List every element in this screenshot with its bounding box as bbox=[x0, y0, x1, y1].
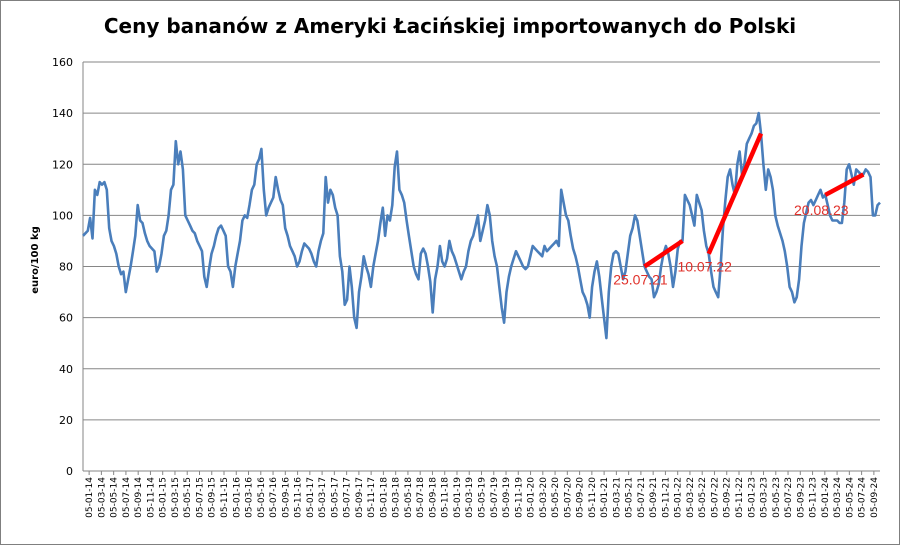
x-tick-label: 05-05-17 bbox=[330, 477, 340, 518]
x-tick-label: 05-05-14 bbox=[110, 477, 120, 518]
annotation-label: 20.08.23 bbox=[794, 202, 849, 218]
x-tick-label: 05-01-17 bbox=[306, 477, 316, 518]
annotation-label: 10.07.22 bbox=[677, 259, 732, 275]
x-tick-label: 05-03-18 bbox=[392, 477, 402, 518]
x-tick-label: 05-05-24 bbox=[845, 477, 855, 518]
x-tick-label: 05-03-14 bbox=[97, 477, 107, 518]
x-tick-label: 05-07-22 bbox=[710, 477, 720, 518]
x-tick-label: 05-07-24 bbox=[858, 477, 868, 518]
x-tick-label: 05-11-20 bbox=[588, 477, 598, 518]
trend-annotation-line bbox=[643, 239, 684, 269]
x-tick-label: 05-01-22 bbox=[674, 477, 684, 518]
x-tick-label: 05-11-22 bbox=[735, 477, 745, 518]
x-tick-label: 05-01-23 bbox=[747, 477, 757, 518]
x-tick-label: 05-01-15 bbox=[159, 477, 169, 518]
x-tick-label: 05-07-15 bbox=[195, 477, 205, 518]
y-tick-label: 140 bbox=[52, 107, 73, 120]
x-tick-label: 05-03-21 bbox=[612, 477, 622, 518]
x-tick-label: 05-11-17 bbox=[367, 477, 377, 518]
x-tick-label: 05-09-20 bbox=[576, 477, 586, 518]
x-tick-label: 05-03-15 bbox=[171, 477, 181, 518]
x-tick-label: 05-11-18 bbox=[441, 477, 451, 518]
x-tick-label: 05-03-16 bbox=[245, 477, 255, 518]
annotation-label: 25.07.21 bbox=[613, 272, 668, 288]
trend-annotation-line bbox=[706, 132, 764, 255]
y-tick-label: 20 bbox=[59, 414, 73, 427]
x-tick-label: 05-09-14 bbox=[134, 477, 144, 518]
x-tick-label: 05-03-24 bbox=[833, 477, 843, 518]
y-tick-label: 60 bbox=[59, 312, 73, 325]
x-tick-label: 05-09-15 bbox=[208, 477, 218, 518]
x-tick-label: 05-11-23 bbox=[809, 477, 819, 518]
x-tick-label: 05-05-16 bbox=[257, 477, 267, 518]
x-tick-label: 05-03-22 bbox=[686, 477, 696, 518]
x-tick-label: 05-07-20 bbox=[563, 477, 573, 518]
y-tick-label: 40 bbox=[59, 363, 73, 376]
x-tick-label: 05-01-18 bbox=[379, 477, 389, 518]
x-tick-label: 05-09-23 bbox=[796, 477, 806, 518]
x-tick-label: 05-07-18 bbox=[416, 477, 426, 518]
x-tick-label: 05-01-19 bbox=[453, 477, 463, 518]
x-tick-label: 05-03-23 bbox=[760, 477, 770, 518]
x-tick-label: 05-05-22 bbox=[698, 477, 708, 518]
series-line bbox=[82, 111, 881, 340]
x-tick-label: 05-01-16 bbox=[232, 477, 242, 518]
x-tick-label: 05-05-20 bbox=[551, 477, 561, 518]
x-tick-label: 05-01-20 bbox=[527, 477, 537, 518]
y-tick-label: 80 bbox=[59, 261, 73, 274]
x-tick-label: 05-07-19 bbox=[490, 477, 500, 518]
x-tick-label: 05-01-21 bbox=[600, 477, 610, 518]
trend-annotation-line bbox=[824, 172, 865, 197]
x-tick-label: 05-07-23 bbox=[784, 477, 794, 518]
x-tick-label: 05-09-16 bbox=[281, 477, 291, 518]
x-tick-label: 05-09-17 bbox=[355, 477, 365, 518]
x-tick-label: 05-09-18 bbox=[428, 477, 438, 518]
x-tick-label: 05-01-14 bbox=[85, 477, 95, 518]
x-tick-label: 05-03-17 bbox=[318, 477, 328, 518]
x-tick-label: 05-11-14 bbox=[146, 477, 156, 518]
x-tick-label: 05-07-17 bbox=[343, 477, 353, 518]
x-tick-label: 05-11-21 bbox=[661, 477, 671, 518]
chart-title: Ceny bananów z Ameryki Łacińskiej import… bbox=[103, 14, 797, 38]
x-tick-label: 05-11-19 bbox=[514, 477, 524, 518]
x-tick-label: 05-05-21 bbox=[625, 477, 635, 518]
x-tick-label: 05-09-19 bbox=[502, 477, 512, 518]
x-tick-label: 05-11-15 bbox=[220, 477, 230, 518]
x-tick-label: 05-05-23 bbox=[772, 477, 782, 518]
x-tick-label: 05-03-19 bbox=[465, 477, 475, 518]
x-tick-label: 05-09-21 bbox=[649, 477, 659, 518]
x-tick-label: 05-05-18 bbox=[404, 477, 414, 518]
x-tick-label: 05-07-21 bbox=[637, 477, 647, 518]
x-tick-label: 05-01-24 bbox=[821, 477, 831, 518]
x-tick-label: 05-05-15 bbox=[183, 477, 193, 518]
y-tick-label: 100 bbox=[52, 209, 73, 222]
x-tick-label: 05-09-24 bbox=[870, 477, 880, 518]
x-tick-label: 05-11-16 bbox=[294, 477, 304, 518]
x-tick-label: 05-09-22 bbox=[723, 477, 733, 518]
x-tick-label: 05-03-20 bbox=[539, 477, 549, 518]
x-tick-label: 05-05-19 bbox=[478, 477, 488, 518]
y-tick-label: 160 bbox=[52, 56, 73, 69]
x-tick-label: 05-07-14 bbox=[122, 477, 132, 518]
y-tick-label: 0 bbox=[66, 465, 73, 478]
y-tick-label: 120 bbox=[52, 158, 73, 171]
x-tick-label: 05-07-16 bbox=[269, 477, 279, 518]
